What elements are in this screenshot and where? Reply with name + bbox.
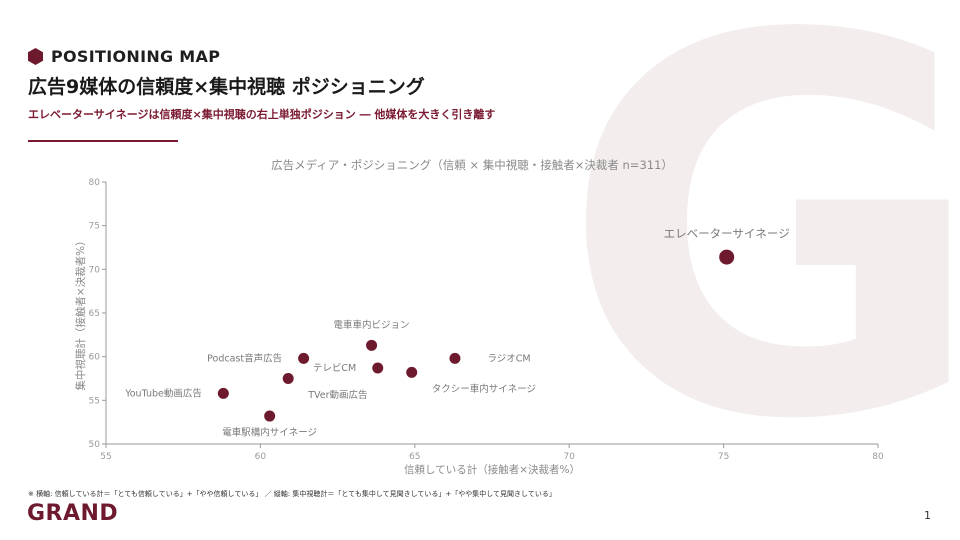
x-tick-label: 75 bbox=[718, 452, 729, 462]
brand-logo: GRAND bbox=[27, 501, 119, 526]
y-tick-label: 60 bbox=[89, 353, 101, 363]
y-tick-label: 50 bbox=[89, 440, 101, 450]
data-point-label: YouTube動画広告 bbox=[124, 387, 202, 399]
page-number: 1 bbox=[924, 509, 931, 522]
data-point bbox=[366, 339, 378, 351]
data-point bbox=[372, 362, 384, 374]
page-subtitle: エレベーターサイネージは信頼度×集中視聴の右上単独ポジション ― 他媒体を大きく… bbox=[28, 108, 496, 121]
eyebrow-label: POSITIONING MAP bbox=[51, 47, 221, 66]
data-point bbox=[449, 352, 461, 364]
y-tick-label: 75 bbox=[89, 222, 100, 232]
data-point bbox=[217, 387, 229, 399]
data-point bbox=[719, 249, 735, 265]
x-tick-label: 80 bbox=[872, 452, 884, 462]
y-tick-label: 70 bbox=[89, 265, 101, 275]
data-point-label: 電車車内ビジョン bbox=[334, 319, 410, 331]
data-point-label: 電車駅構内サイネージ bbox=[222, 427, 317, 439]
x-axis-label: 信頼している計（接触者×決裁者%） bbox=[404, 463, 580, 476]
x-tick-label: 65 bbox=[409, 452, 420, 462]
page-title: 広告9媒体の信頼度×集中視聴 ポジショニング bbox=[28, 76, 425, 98]
data-point bbox=[298, 352, 310, 364]
data-point bbox=[406, 366, 418, 378]
x-tick-label: 55 bbox=[100, 452, 111, 462]
hexagon-icon bbox=[28, 48, 43, 65]
data-point-label: テレビCM bbox=[313, 363, 356, 374]
y-tick-label: 55 bbox=[89, 396, 100, 406]
data-point-label: ラジオCM bbox=[487, 353, 530, 364]
footnote: ※ 横軸: 信頼している計＝「とても信頼している」+「やや信頼している」 ／ 縦… bbox=[28, 490, 556, 498]
data-point-label: エレベーターサイネージ bbox=[664, 227, 790, 241]
data-point-label: TVer動画広告 bbox=[307, 389, 367, 401]
data-point bbox=[282, 373, 294, 384]
positioning-scatter-chart: 広告メディア・ポジショニング（信頼 × 集中視聴・接触者×決裁者 n=311） 5… bbox=[74, 158, 884, 476]
accent-divider bbox=[28, 140, 178, 142]
y-axis-label: 集中視聴計（接触者×決裁者%） bbox=[74, 235, 87, 390]
y-tick-label: 80 bbox=[89, 178, 101, 188]
x-tick-label: 60 bbox=[255, 452, 267, 462]
y-tick-label: 65 bbox=[89, 309, 100, 319]
data-point bbox=[264, 410, 276, 422]
x-tick-label: 70 bbox=[563, 452, 575, 462]
chart-title: 広告メディア・ポジショニング（信頼 × 集中視聴・接触者×決裁者 n=311） bbox=[271, 158, 673, 172]
section-eyebrow: POSITIONING MAP bbox=[28, 47, 220, 66]
data-point-label: タクシー車内サイネージ bbox=[432, 383, 536, 395]
data-point-label: Podcast音声広告 bbox=[207, 352, 282, 364]
